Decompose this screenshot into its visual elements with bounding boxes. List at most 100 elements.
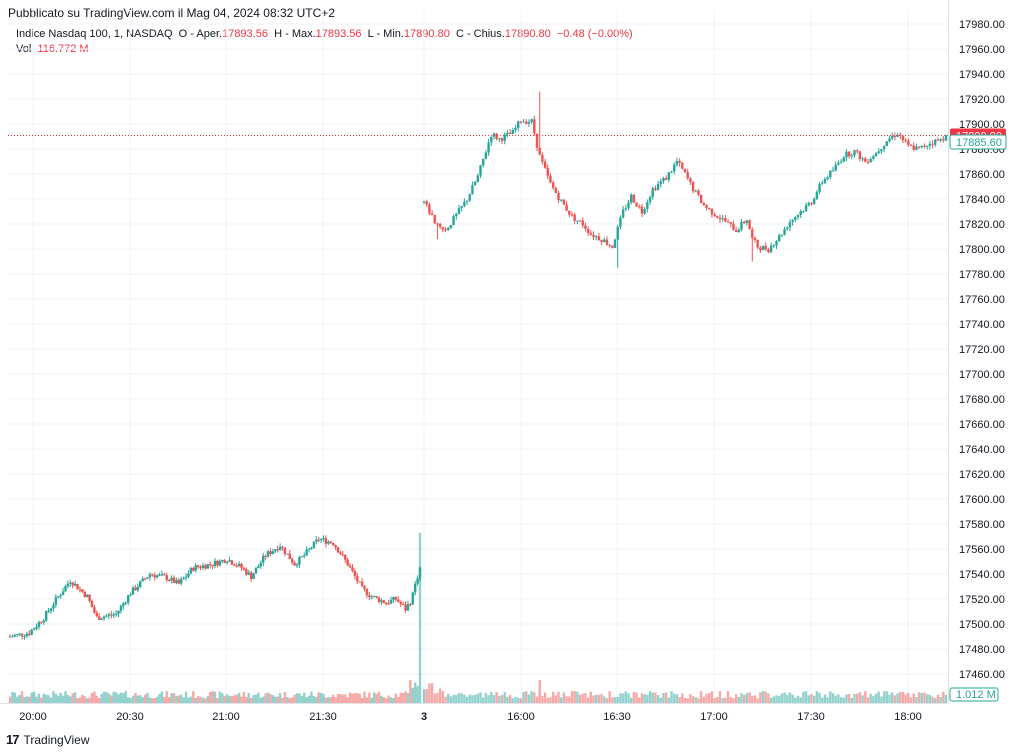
candle — [901, 135, 905, 143]
candle — [490, 136, 493, 147]
candle-body — [117, 610, 120, 614]
volume-bar — [578, 694, 582, 703]
candle-body — [394, 596, 398, 600]
candle-body — [872, 156, 875, 159]
candle-body — [271, 551, 275, 554]
volume-bar — [213, 691, 217, 703]
volume-bar — [640, 693, 644, 703]
candle-body — [281, 546, 284, 548]
candle — [245, 567, 248, 577]
candle — [18, 632, 21, 637]
volume-axis-badge-text: 1.012 M — [956, 689, 996, 701]
candle — [721, 214, 724, 222]
candle — [406, 600, 410, 612]
volume-bar — [336, 694, 340, 703]
candle — [533, 115, 536, 136]
volume-bar — [691, 696, 695, 703]
candle-body — [777, 235, 781, 242]
volume-bar — [708, 693, 711, 703]
volume-bar — [611, 697, 614, 703]
candle — [288, 549, 291, 560]
candle — [319, 538, 323, 544]
candle — [23, 634, 26, 640]
volume-bar — [689, 694, 692, 703]
volume-bar — [565, 696, 568, 703]
candle-body — [627, 202, 630, 209]
candle-body — [85, 594, 89, 597]
candle — [71, 582, 74, 589]
candle-body — [928, 143, 932, 146]
candle — [422, 200, 426, 205]
candle-body — [912, 145, 915, 150]
candle-body — [890, 136, 894, 139]
volume-bar — [73, 692, 77, 703]
candle-body — [387, 603, 390, 605]
volume-bar — [66, 694, 70, 703]
volume-bar — [839, 697, 843, 703]
y-tick-label: 17500.00 — [959, 619, 1005, 631]
candle — [775, 240, 778, 249]
candle-body — [167, 580, 171, 582]
candle — [516, 120, 520, 132]
volume-bar — [476, 693, 480, 703]
volume-bar — [444, 696, 447, 703]
candle-body — [441, 227, 445, 230]
candle — [158, 572, 161, 577]
candle-body — [845, 151, 848, 158]
candle-body — [716, 216, 719, 218]
candle — [312, 541, 316, 550]
candle-body — [64, 586, 67, 592]
candle — [143, 577, 147, 581]
candle-body — [670, 171, 673, 173]
volume-bar — [148, 697, 152, 703]
candle — [286, 553, 289, 555]
candle-body — [66, 583, 70, 587]
candle-body — [901, 135, 905, 141]
candle — [481, 158, 485, 168]
candle-body — [247, 572, 250, 575]
x-tick-label: 21:00 — [212, 711, 240, 723]
candle-body — [834, 164, 837, 171]
y-tick-label: 17480.00 — [959, 644, 1005, 656]
candle — [786, 226, 789, 231]
volume-bar — [541, 695, 544, 703]
volume-bar — [562, 692, 566, 703]
volume-bar — [387, 695, 390, 703]
candle-body — [233, 564, 236, 566]
candle-body — [187, 573, 190, 577]
candle-body — [866, 161, 870, 163]
candle-body — [907, 140, 910, 145]
candle-body — [49, 608, 53, 612]
candle-body — [389, 599, 393, 604]
candle-body — [317, 539, 320, 541]
volume-bar — [100, 693, 103, 703]
volume-bar — [527, 694, 531, 703]
volume-bar — [514, 697, 517, 703]
candle-body — [780, 234, 784, 236]
candle — [874, 152, 878, 157]
candle — [662, 176, 665, 184]
volume-bar — [769, 697, 773, 703]
volume-bar — [624, 691, 628, 703]
candle-body — [331, 542, 335, 545]
volume-bar — [619, 693, 622, 703]
candle-body — [944, 135, 948, 141]
volume-bar — [449, 696, 453, 703]
candle — [165, 572, 168, 583]
candle — [235, 562, 238, 568]
volume-bar — [799, 697, 802, 703]
candle — [530, 118, 533, 125]
candle-body — [23, 636, 26, 638]
candle — [180, 576, 183, 586]
volume-bar — [872, 696, 875, 703]
candle-body — [136, 586, 140, 591]
candle-body — [613, 239, 617, 248]
candle-body — [705, 205, 708, 208]
symbol-name[interactable]: Indice Nasdaq 100, 1, NASDAQ — [16, 28, 173, 40]
y-tick-label: 17740.00 — [959, 319, 1005, 331]
candle — [394, 596, 398, 602]
volume-bar — [184, 691, 188, 703]
candle-body — [194, 565, 197, 571]
candle — [732, 220, 735, 231]
